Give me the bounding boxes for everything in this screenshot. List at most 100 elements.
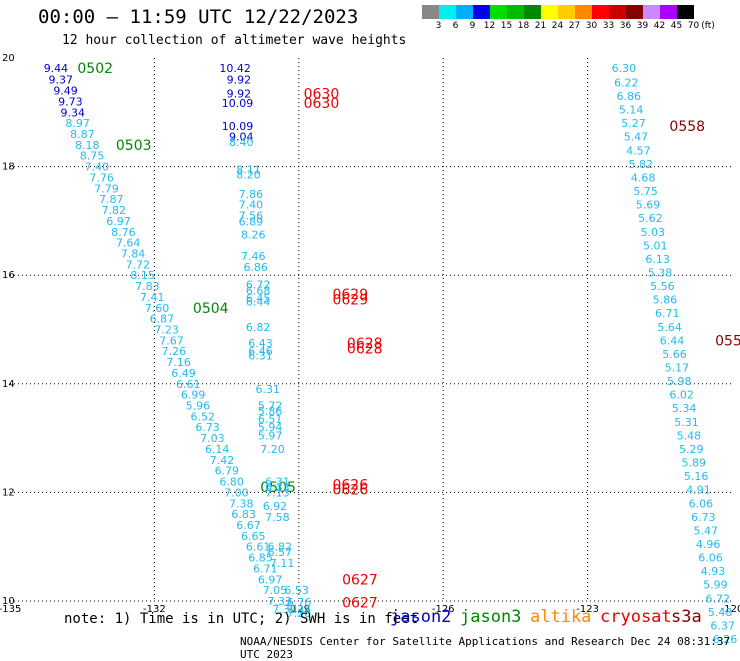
wave-height-value: 6.89 [239,215,264,228]
wave-height-value: 7.00 [224,486,249,499]
legend-swatch [677,5,694,19]
satellite-name: jason3 [460,607,522,627]
wave-height-value: 7.13 [265,486,290,499]
y-tick-label: 10 [2,596,15,607]
wave-height-value: 7.67 [159,334,184,347]
wave-height-value: 5.17 [665,362,690,375]
wave-height-value: 5.62 [638,212,663,225]
wave-height-value: 9.73 [58,95,82,108]
wave-height-value: 6.76 [287,596,312,609]
wave-height-value: 6.99 [181,389,206,402]
legend-swatch [473,5,490,19]
wave-height-value: 6.61 [176,378,201,391]
wave-height-value: 5.31 [674,416,699,429]
wave-height-value: 6.31 [248,350,273,363]
legend-label: 33 [602,21,615,31]
wave-height-value: 6.83 [231,508,256,521]
wave-height-value: 9.44 [44,62,68,75]
wave-height-value: 6.26 [713,633,738,646]
wave-height-value: 6.44 [246,295,271,308]
legend-label: 39 [636,21,649,31]
pass-time-label: 0627 [342,572,378,588]
wave-height-value: 4.96 [696,538,721,551]
wave-height-value: 7.41 [140,291,165,304]
wave-height-value: 7.76 [89,171,114,184]
wave-height-value: 6.72 [246,278,271,291]
wave-height-value: 6.82 [246,321,271,334]
wave-height-value: 6.61 [246,541,271,554]
wave-height-value: 5.16 [684,470,709,483]
wave-height-value: 5.14 [619,104,644,117]
x-tick-label: -120 [721,604,740,615]
legend-swatch [609,5,626,19]
wave-height-value: 7.33 [268,595,293,608]
legend-label: 18 [517,21,530,31]
wave-height-value: 7.39 [272,603,297,616]
satellite-name: altika [530,607,592,627]
wave-height-value: 5.86 [653,294,678,307]
wave-height-value: 5.89 [681,457,706,470]
wave-height-value: 6.67 [236,519,261,532]
wave-height-value: 7.40 [239,199,264,212]
wave-height-value: 6.65 [241,530,265,543]
wave-height-value: 6.73 [195,421,220,434]
wave-height-value: 7.03 [200,432,225,445]
wave-height-value: 7.83 [135,280,160,293]
wave-height-value: 4.68 [631,171,656,184]
wave-height-value: 5.96 [186,400,211,413]
wave-height-value: 8.15 [130,269,155,282]
pass-time-label: 0626 [332,483,368,499]
wave-height-value: 5.66 [662,348,687,361]
legend-swatch [524,5,541,19]
wave-height-value: 7.23 [154,324,179,337]
wave-height-value: 9.49 [53,85,78,98]
wave-height-value: 10.42 [219,62,251,75]
wave-height-value: 7.40 [85,161,110,174]
pass-time-label: 0629 [332,287,368,303]
wave-height-value: 6.02 [669,389,694,402]
pass-time-label: 0558 [669,119,705,135]
y-tick-label: 20 [2,53,15,64]
wave-height-value: 6.73 [691,511,716,524]
legend-swatch [626,5,643,19]
wave-height-value: 6.46 [248,345,273,358]
legend-label: 45 [670,21,683,31]
wave-height-value: 7.82 [101,204,126,217]
legend-label: 6 [452,21,459,31]
wave-height-value: 6.68 [246,284,271,297]
wave-height-value: 5.99 [703,579,728,592]
legend-swatch [490,5,507,19]
pass-time-label: 0627 [342,596,378,612]
wave-height-value: 7.56 [239,209,264,222]
wave-height-value: 6.06 [698,552,723,565]
wave-height-value: 7.38 [229,497,254,510]
legend-swatch [660,5,677,19]
legend-swatch [541,5,558,19]
legend-swatch [643,5,660,19]
wave-height-value: 9.04 [229,131,254,144]
legend-swatch [439,5,456,19]
wave-height-value: 9.34 [61,106,86,119]
wave-height-value: 8.11 [236,163,261,176]
wave-height-value: 6.72 [706,592,731,605]
legend-label: 42 [653,21,666,31]
wave-height-value: 7.87 [99,193,124,206]
legend-label: 12 [483,21,496,31]
wave-height-value: 6.43 [248,337,273,350]
wave-height-value: 5.48 [677,429,702,442]
wave-height-value: 9.92 [227,87,252,100]
wave-height-value: 5.48 [708,606,733,619]
wave-height-value: 4.57 [626,144,651,157]
wave-height-value: 5.75 [633,185,658,198]
legend-label: 3 [435,21,442,31]
legend-label: 27 [568,21,581,31]
pass-time-label: 0630 [304,86,340,102]
wave-height-value: 5.47 [693,524,718,537]
wave-height-value: 6.49 [171,367,196,380]
wave-height-value: 5.03 [641,226,666,239]
wave-height-value: 7.64 [116,237,141,250]
legend-label: 30 [585,21,598,31]
wave-height-value: 5.38 [648,266,673,279]
wave-height-value: 5.01 [643,239,668,252]
